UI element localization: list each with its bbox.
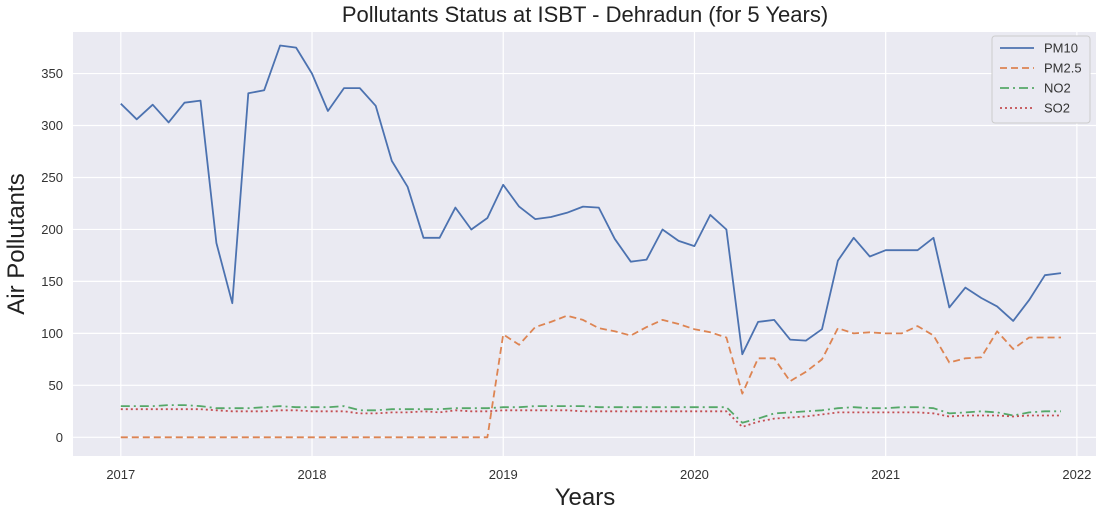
y-axis-ticks: 0 50 100 150 200 250 300 350 (41, 66, 63, 445)
y-tick-label: 350 (41, 66, 63, 81)
legend-label: PM10 (1044, 41, 1078, 56)
series-line-so2 (120, 408, 1061, 428)
y-gridlines (73, 72, 1096, 438)
legend: PM10 PM2.5 NO2 SO2 (991, 35, 1091, 124)
series-line-pm2-5 (120, 314, 1061, 439)
y-tick-label: 100 (41, 326, 63, 341)
legend-label: PM2.5 (1044, 61, 1082, 76)
series-line-pm10 (120, 44, 1062, 356)
x-tick-label: 2021 (871, 467, 900, 482)
plot-area (73, 32, 1096, 456)
x-tick-label: 2022 (1062, 467, 1091, 482)
y-tick-label: 0 (56, 430, 63, 445)
x-tick-label: 2020 (680, 467, 709, 482)
x-axis-title: Years (555, 484, 616, 509)
legend-box (991, 35, 1091, 124)
x-tick-label: 2017 (106, 467, 135, 482)
y-tick-label: 300 (41, 118, 63, 133)
y-tick-label: 50 (49, 378, 63, 393)
series-line-no2 (120, 404, 1061, 424)
x-tick-label: 2018 (298, 467, 327, 482)
y-tick-label: 250 (41, 170, 63, 185)
x-tick-label: 2019 (489, 467, 518, 482)
legend-label: SO2 (1044, 101, 1070, 116)
y-tick-label: 200 (41, 222, 63, 237)
y-axis-title: Air Pollutants (3, 173, 30, 314)
series-lines (120, 44, 1062, 439)
legend-label: NO2 (1044, 81, 1071, 96)
chart-title: Pollutants Status at ISBT - Dehradun (fo… (342, 2, 828, 27)
y-tick-label: 150 (41, 274, 63, 289)
x-axis-ticks: 2017 2018 2019 2020 2021 2022 (106, 467, 1091, 482)
